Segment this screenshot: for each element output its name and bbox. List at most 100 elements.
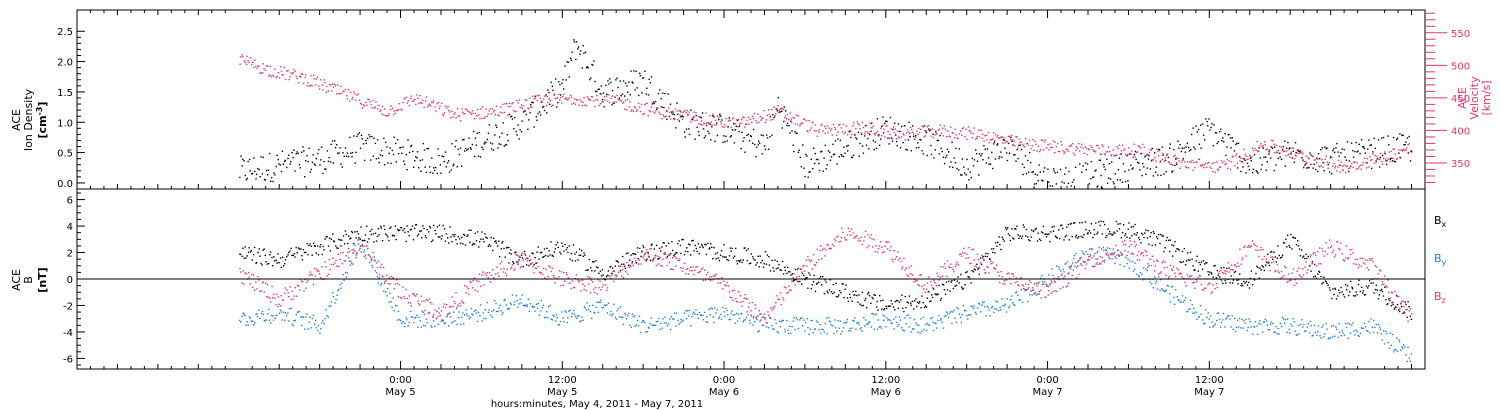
bx-series-point <box>389 227 391 229</box>
bz-series-point <box>300 280 303 282</box>
ion-density-series-point <box>387 162 389 164</box>
velocity-series-point <box>1082 147 1084 149</box>
by-series-point <box>464 314 466 316</box>
velocity-series-point <box>726 125 728 128</box>
by-series-point <box>356 251 358 253</box>
velocity-series-point <box>432 100 435 102</box>
bx-series-point <box>1063 239 1065 241</box>
ion-density-series-point <box>1135 158 1137 161</box>
ion-density-series-point <box>1086 163 1089 165</box>
ion-density-series-point <box>1304 164 1306 166</box>
ion-density-series-point <box>803 167 805 169</box>
by-series-point <box>893 328 895 330</box>
bx-series-point <box>486 237 488 239</box>
bx-series-point <box>860 304 863 307</box>
by-series-point <box>264 319 266 321</box>
ion-density-series-point <box>1296 149 1299 151</box>
by-series-point <box>1150 283 1153 285</box>
by-series-point <box>285 312 287 314</box>
by-series-point <box>338 288 340 291</box>
ion-density-series-point <box>1054 172 1056 174</box>
bx-series-point <box>574 253 576 255</box>
velocity-series-point <box>1014 145 1016 147</box>
ion-density-series-point <box>809 171 811 173</box>
by-series-point <box>578 314 580 317</box>
by-series-point <box>899 319 902 321</box>
bz-series-point <box>270 301 272 303</box>
by-series-point <box>1061 274 1063 276</box>
bx-series-point <box>488 244 490 246</box>
by-series-point <box>348 260 350 262</box>
velocity-series-point <box>806 130 808 132</box>
velocity-series-point <box>651 103 654 105</box>
ion-density-series-point <box>606 93 608 95</box>
bz-series-point <box>452 305 454 307</box>
bx-series-point <box>908 295 911 297</box>
velocity-series-point <box>934 134 936 136</box>
by-series-point <box>346 272 349 274</box>
bx-series-point <box>1269 251 1272 253</box>
bz-series-point <box>296 284 299 287</box>
bx-series-point <box>623 263 625 265</box>
bx-series-point <box>592 261 594 263</box>
velocity-series-point <box>773 106 775 108</box>
bx-series-point <box>284 263 286 265</box>
by-series-point <box>851 327 853 329</box>
bx-series-point <box>705 253 708 256</box>
bx-series-point <box>479 241 481 243</box>
velocity-series-point <box>461 111 464 113</box>
by-series-point <box>642 320 644 322</box>
bx-series-point <box>784 269 787 272</box>
ion-density-series-point <box>693 116 695 118</box>
bx-series-point <box>1098 221 1100 223</box>
bx-series-point <box>1067 223 1070 226</box>
by-series-point <box>347 257 350 259</box>
velocity-series-point <box>1197 158 1200 160</box>
bx-series-point <box>1155 236 1158 238</box>
by-series-point <box>854 317 856 319</box>
by-series-point <box>350 262 353 264</box>
velocity-series-point <box>1185 167 1188 169</box>
bx-series-point <box>1193 269 1195 271</box>
bz-series-point <box>382 266 385 269</box>
bx-series-point <box>996 245 998 247</box>
bx-series-point <box>781 260 784 263</box>
velocity-series-point <box>389 108 392 111</box>
bx-series-point <box>1231 282 1234 284</box>
velocity-series-point <box>770 119 772 121</box>
velocity-series-point <box>623 101 625 103</box>
ion-density-series-point <box>1366 162 1368 164</box>
by-series-point <box>260 312 263 315</box>
by-series-point <box>313 323 316 325</box>
bx-series-point <box>380 227 382 229</box>
ion-density-series-point <box>848 131 851 133</box>
velocity-series-point <box>440 102 443 104</box>
bz-series-point <box>573 286 575 289</box>
bz-series-point <box>685 268 687 271</box>
velocity-series-point <box>1016 136 1018 138</box>
bx-series-point <box>627 252 629 254</box>
bz-series-point <box>594 286 597 289</box>
by-series-point <box>696 313 699 316</box>
by-series-point <box>441 320 443 322</box>
by-series-point <box>528 310 531 312</box>
bz-series-point <box>324 261 326 263</box>
bx-series-point <box>605 275 608 278</box>
bx-series-point <box>273 256 275 258</box>
by-series-point <box>1330 325 1333 327</box>
velocity-series-point <box>589 99 592 101</box>
by-series-point <box>1296 334 1298 336</box>
ion-density-series-point <box>709 123 711 125</box>
ion-density-series-point <box>1295 151 1297 154</box>
velocity-series-point <box>635 110 637 112</box>
ion-density-series-point <box>309 171 311 173</box>
velocity-series-point <box>1285 155 1287 157</box>
by-series-point <box>688 309 691 312</box>
velocity-series-point <box>1334 165 1337 167</box>
by-series-point <box>580 320 582 322</box>
bz-series-point <box>646 249 648 251</box>
ion-density-series-point <box>1063 182 1065 184</box>
velocity-series-point <box>1313 159 1316 161</box>
bz-series-point <box>575 274 578 276</box>
by-series-point <box>302 316 305 319</box>
